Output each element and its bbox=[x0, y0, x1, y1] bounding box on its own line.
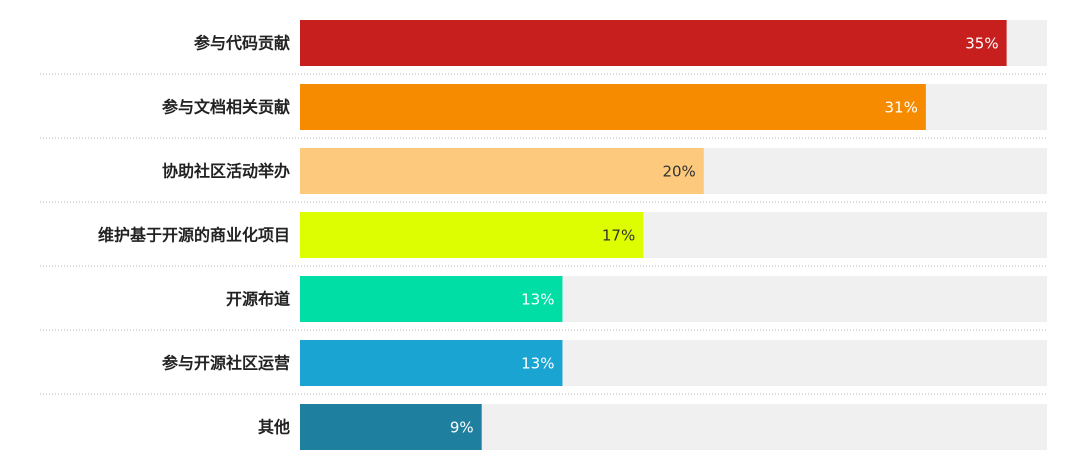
bar bbox=[300, 276, 563, 322]
value-label: 35% bbox=[965, 35, 998, 53]
value-label: 13% bbox=[521, 291, 554, 309]
bar bbox=[300, 340, 563, 386]
bar bbox=[300, 20, 1007, 66]
category-label: 维护基于开源的商业化项目 bbox=[98, 226, 290, 245]
value-label: 17% bbox=[602, 227, 635, 245]
category-label: 开源布道 bbox=[226, 290, 290, 309]
value-label: 31% bbox=[885, 99, 918, 117]
category-label: 参与代码贡献 bbox=[194, 34, 290, 53]
value-label: 20% bbox=[662, 163, 695, 181]
bar bbox=[300, 148, 704, 194]
value-label: 13% bbox=[521, 355, 554, 373]
category-label: 参与开源社区运营 bbox=[162, 354, 290, 373]
category-label: 协助社区活动举办 bbox=[162, 162, 290, 181]
value-label: 9% bbox=[450, 419, 474, 437]
category-label: 其他 bbox=[258, 418, 290, 437]
bar bbox=[300, 84, 926, 130]
bar bbox=[300, 212, 644, 258]
bar bbox=[300, 404, 482, 450]
category-label: 参与文档相关贡献 bbox=[162, 98, 290, 117]
